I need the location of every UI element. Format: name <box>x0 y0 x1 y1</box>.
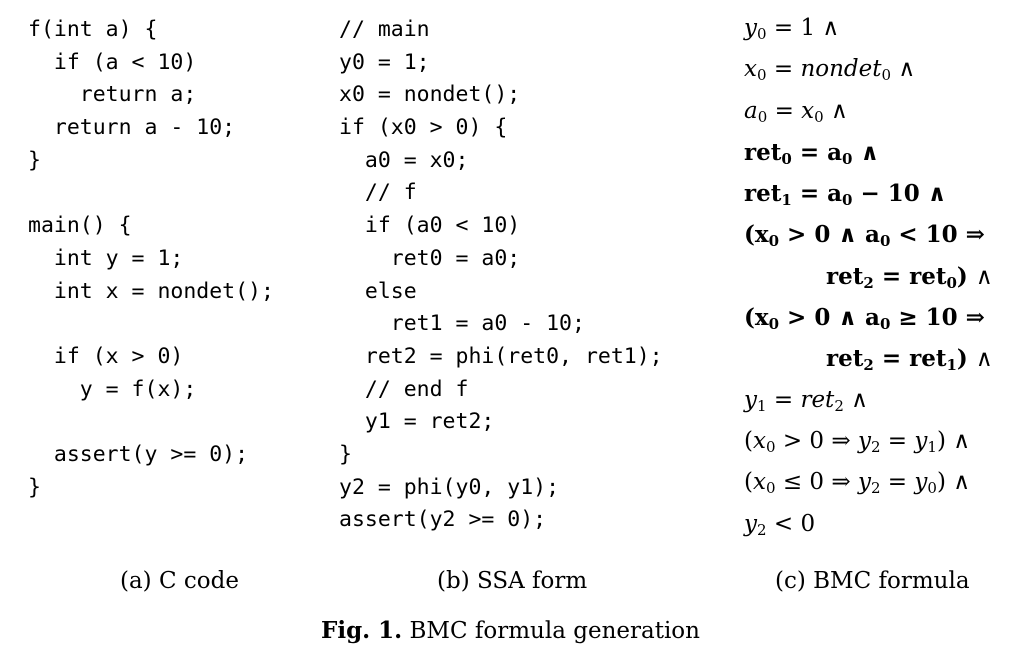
code-line <box>28 308 274 341</box>
formula-line: (x0 > 0 ∧ a0 < 10 ⇒ <box>744 214 993 255</box>
formula-line: (x0 > 0 ⇒ y2 = y1) ∧ <box>744 421 993 462</box>
figure-caption: Fig. 1. BMC formula generation <box>0 617 1021 644</box>
figure-title: BMC formula generation <box>410 618 700 644</box>
code-line: } <box>28 145 274 178</box>
ssa-line: x0 = nondet(); <box>339 79 663 112</box>
formula-line: ret2 = ret0) ∧ <box>744 256 993 297</box>
figure-label: Fig. 1. <box>321 617 402 644</box>
formula-line: y2 < 0 <box>744 504 993 545</box>
ssa-line: } <box>339 439 663 472</box>
ssa-line: y2 = phi(y0, y1); <box>339 472 663 505</box>
code-line: return a; <box>28 79 274 112</box>
bmc-formula: y0 = 1 ∧ x0 = nondet0 ∧ a0 = x0 ∧ ret0 =… <box>744 8 993 545</box>
code-line: int x = nondet(); <box>28 276 274 309</box>
code-line: } <box>28 472 274 505</box>
code-line: int y = 1; <box>28 243 274 276</box>
code-line: return a - 10; <box>28 112 274 145</box>
code-line: if (a < 10) <box>28 47 274 80</box>
formula-line: a0 = x0 ∧ <box>744 91 993 132</box>
ssa-line: ret2 = phi(ret0, ret1); <box>339 341 663 374</box>
code-line <box>28 406 274 439</box>
ssa-line: y1 = ret2; <box>339 406 663 439</box>
code-line: y = f(x); <box>28 374 274 407</box>
formula-line: ret1 = a0 − 10 ∧ <box>744 173 993 214</box>
ssa-line: // end f <box>339 374 663 407</box>
formula-line: (x0 > 0 ∧ a0 ≥ 10 ⇒ <box>744 297 993 338</box>
formula-line: ret2 = ret1) ∧ <box>744 338 993 379</box>
caption-ssa-form: (b) SSA form <box>437 568 587 594</box>
formula-line: y0 = 1 ∧ <box>744 8 993 49</box>
ssa-line: a0 = x0; <box>339 145 663 178</box>
code-line: f(int a) { <box>28 14 274 47</box>
code-line: assert(y >= 0); <box>28 439 274 472</box>
code-line <box>28 177 274 210</box>
ssa-line: ret0 = a0; <box>339 243 663 276</box>
ssa-code-listing: // main y0 = 1; x0 = nondet(); if (x0 > 0) … <box>339 14 663 537</box>
caption-bmc-formula: (c) BMC formula <box>775 568 970 594</box>
formula-line: ret0 = a0 ∧ <box>744 132 993 173</box>
ssa-line: ret1 = a0 - 10; <box>339 308 663 341</box>
code-line: main() { <box>28 210 274 243</box>
ssa-line: assert(y2 >= 0); <box>339 504 663 537</box>
formula-line: x0 = nondet0 ∧ <box>744 49 993 90</box>
c-code-listing: f(int a) { if (a < 10) return a; return … <box>28 14 274 504</box>
ssa-line: if (x0 > 0) { <box>339 112 663 145</box>
caption-c-code: (a) C code <box>120 568 239 594</box>
ssa-line: // main <box>339 14 663 47</box>
code-line: if (x > 0) <box>28 341 274 374</box>
ssa-line: y0 = 1; <box>339 47 663 80</box>
formula-line: y1 = ret2 ∧ <box>744 380 993 421</box>
ssa-line: // f <box>339 177 663 210</box>
ssa-line: if (a0 < 10) <box>339 210 663 243</box>
formula-line: (x0 ≤ 0 ⇒ y2 = y0) ∧ <box>744 462 993 503</box>
ssa-line: else <box>339 276 663 309</box>
